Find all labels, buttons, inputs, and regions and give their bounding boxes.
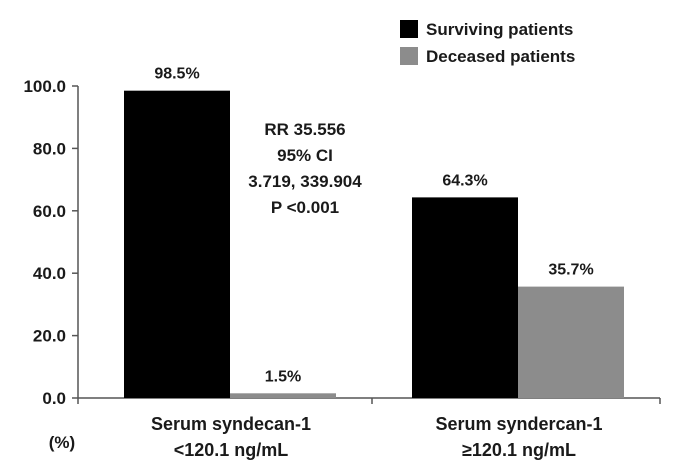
y-tick-label: 100.0: [23, 77, 66, 96]
stats-annotation: 3.719, 339.904: [248, 172, 362, 191]
y-tick-label: 0.0: [42, 389, 66, 408]
data-label: 64.3%: [442, 172, 487, 189]
legend-label: Deceased patients: [426, 47, 575, 66]
y-tick-label: 20.0: [33, 327, 66, 346]
data-label: 98.5%: [154, 66, 199, 83]
stats-annotation: P <0.001: [271, 198, 339, 217]
y-tick-label: 60.0: [33, 202, 66, 221]
data-label: 1.5%: [265, 368, 301, 385]
bar-deceased: [230, 393, 336, 398]
legend-swatch: [400, 47, 418, 65]
stats-annotation: 95% CI: [277, 146, 333, 165]
y-axis-label: (%): [49, 433, 75, 452]
category-label: Serum syndercan-1: [435, 414, 602, 434]
bar-deceased: [518, 286, 624, 398]
legend-label: Surviving patients: [426, 20, 573, 39]
y-tick-label: 40.0: [33, 264, 66, 283]
category-label: <120.1 ng/mL: [174, 440, 289, 460]
data-label: 35.7%: [548, 262, 593, 279]
category-label: Serum syndecan-1: [151, 414, 311, 434]
bar-surviving: [124, 90, 230, 399]
y-tick-label: 80.0: [33, 139, 66, 158]
legend-swatch: [400, 20, 418, 38]
stats-annotation: RR 35.556: [264, 120, 345, 139]
bar-surviving: [412, 197, 518, 398]
category-label: ≥120.1 ng/mL: [462, 440, 576, 460]
